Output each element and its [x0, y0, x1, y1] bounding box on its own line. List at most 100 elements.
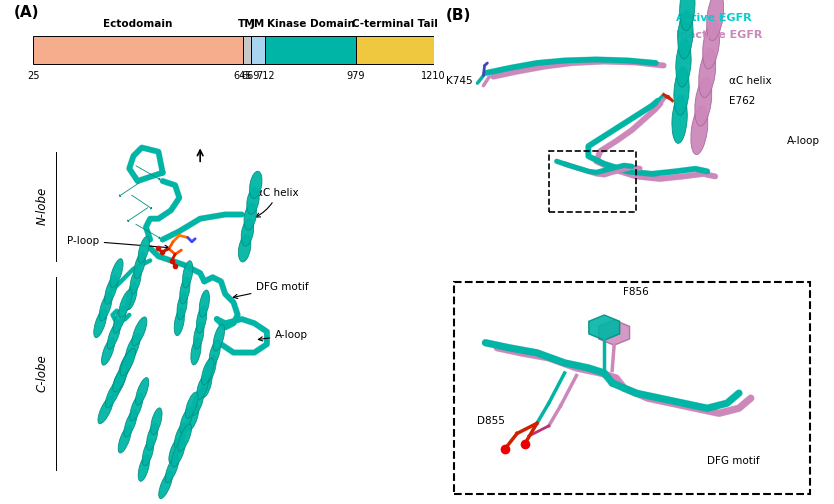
- Ellipse shape: [119, 290, 132, 318]
- Ellipse shape: [193, 322, 203, 349]
- Ellipse shape: [93, 309, 107, 338]
- Ellipse shape: [99, 292, 113, 321]
- Ellipse shape: [676, 39, 691, 87]
- Ellipse shape: [241, 219, 254, 246]
- Ellipse shape: [214, 324, 224, 351]
- Ellipse shape: [136, 377, 148, 405]
- Ellipse shape: [105, 380, 121, 408]
- Ellipse shape: [102, 338, 114, 365]
- Ellipse shape: [113, 306, 126, 333]
- Ellipse shape: [132, 317, 147, 346]
- Text: (B): (B): [445, 8, 471, 23]
- Text: E762: E762: [729, 96, 756, 106]
- Text: αC helix: αC helix: [256, 187, 299, 217]
- Text: Kinase Domain: Kinase Domain: [267, 19, 354, 29]
- Text: Active EGFR: Active EGFR: [676, 13, 751, 23]
- Bar: [251, 36, 265, 64]
- Ellipse shape: [172, 440, 185, 467]
- Ellipse shape: [183, 261, 193, 288]
- Ellipse shape: [118, 351, 133, 380]
- Text: 979: 979: [346, 71, 365, 81]
- Bar: [454, 282, 810, 494]
- Ellipse shape: [197, 306, 207, 333]
- Ellipse shape: [199, 290, 209, 318]
- Ellipse shape: [143, 439, 153, 466]
- Ellipse shape: [130, 268, 141, 294]
- Ellipse shape: [118, 425, 131, 453]
- Text: F856: F856: [623, 287, 649, 297]
- Text: Ectodomain: Ectodomain: [103, 19, 173, 29]
- Ellipse shape: [138, 455, 149, 481]
- Ellipse shape: [112, 367, 127, 397]
- Ellipse shape: [699, 48, 716, 98]
- Ellipse shape: [126, 283, 137, 310]
- Ellipse shape: [209, 340, 220, 366]
- Ellipse shape: [110, 259, 123, 287]
- Text: αC helix: αC helix: [729, 76, 771, 86]
- Bar: [243, 36, 251, 64]
- Ellipse shape: [192, 389, 203, 415]
- Bar: [33, 36, 243, 64]
- Ellipse shape: [130, 394, 143, 421]
- Text: C-lobe: C-lobe: [35, 355, 48, 392]
- Text: (A): (A): [13, 5, 39, 20]
- Text: 25: 25: [28, 71, 39, 81]
- Ellipse shape: [124, 410, 137, 437]
- Text: DFG motif: DFG motif: [707, 456, 760, 466]
- Ellipse shape: [239, 235, 251, 262]
- Ellipse shape: [98, 396, 113, 424]
- Ellipse shape: [680, 0, 695, 31]
- Ellipse shape: [108, 322, 120, 349]
- Text: JM: JM: [251, 19, 265, 29]
- Ellipse shape: [197, 373, 208, 400]
- Text: D855: D855: [477, 416, 505, 426]
- Ellipse shape: [247, 187, 259, 214]
- Text: DFG motif: DFG motif: [234, 282, 309, 298]
- Ellipse shape: [703, 20, 720, 69]
- Polygon shape: [589, 315, 620, 340]
- Ellipse shape: [672, 95, 687, 143]
- Ellipse shape: [134, 252, 145, 279]
- Ellipse shape: [113, 364, 128, 392]
- Ellipse shape: [147, 423, 158, 450]
- Ellipse shape: [151, 408, 162, 434]
- Text: A-loop: A-loop: [786, 136, 820, 146]
- Ellipse shape: [244, 203, 256, 230]
- Ellipse shape: [706, 0, 724, 41]
- Bar: [549, 151, 636, 212]
- Ellipse shape: [191, 338, 201, 365]
- Ellipse shape: [205, 355, 216, 382]
- Ellipse shape: [202, 358, 214, 385]
- Bar: [355, 36, 434, 64]
- Bar: [265, 36, 355, 64]
- Text: 1210: 1210: [421, 71, 446, 81]
- Ellipse shape: [678, 11, 693, 59]
- Ellipse shape: [185, 392, 198, 418]
- Text: P-loop: P-loop: [67, 236, 169, 249]
- Ellipse shape: [174, 422, 187, 449]
- Text: Inactive EGFR: Inactive EGFR: [676, 30, 762, 40]
- Ellipse shape: [158, 471, 173, 498]
- Ellipse shape: [695, 77, 711, 126]
- Ellipse shape: [138, 236, 149, 263]
- Polygon shape: [599, 320, 630, 345]
- Ellipse shape: [187, 404, 198, 430]
- Ellipse shape: [120, 348, 136, 376]
- Text: 712: 712: [256, 71, 274, 81]
- Text: 645: 645: [234, 71, 252, 81]
- Text: C-terminal Tail: C-terminal Tail: [352, 19, 438, 29]
- Ellipse shape: [174, 308, 184, 336]
- Ellipse shape: [674, 67, 689, 115]
- Text: A-loop: A-loop: [259, 330, 309, 341]
- Ellipse shape: [201, 371, 212, 398]
- Ellipse shape: [180, 277, 190, 304]
- Text: TM: TM: [238, 19, 256, 29]
- Ellipse shape: [180, 407, 193, 433]
- Ellipse shape: [168, 437, 182, 464]
- Text: N-lobe: N-lobe: [35, 187, 48, 225]
- Ellipse shape: [178, 424, 192, 451]
- Ellipse shape: [177, 292, 187, 320]
- Text: 669: 669: [242, 71, 260, 81]
- Ellipse shape: [249, 171, 262, 199]
- Ellipse shape: [165, 456, 178, 483]
